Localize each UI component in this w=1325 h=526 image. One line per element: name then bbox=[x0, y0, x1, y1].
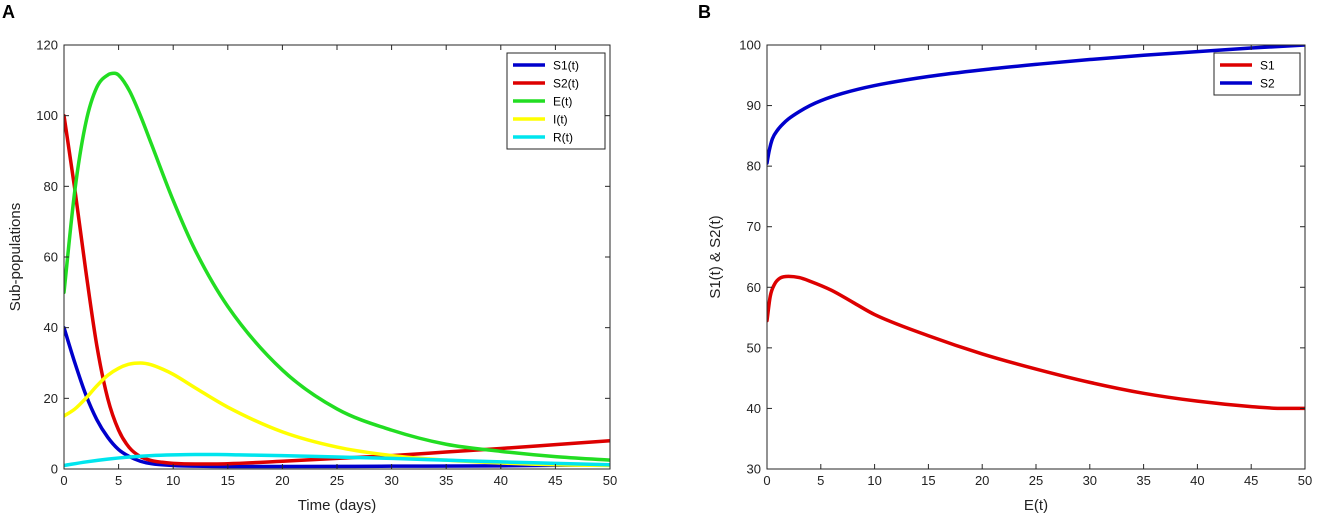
panel-a-legend: S1(t) S2(t) E(t) I(t) R(t) bbox=[506, 52, 606, 150]
panel-b-y-tick-label: 50 bbox=[747, 340, 761, 355]
panel-a-y-tick-label: 100 bbox=[36, 108, 58, 123]
panel-b-letter: B bbox=[698, 2, 711, 22]
panel-b-x-tick-label: 30 bbox=[1083, 473, 1097, 488]
panel-a-x-tick-label: 0 bbox=[60, 473, 67, 488]
panel-a-x-tick-label: 30 bbox=[384, 473, 398, 488]
panel-a-letter: A bbox=[2, 2, 15, 22]
panel-a-y-tick-label: 60 bbox=[44, 250, 58, 265]
panel-b-x-tick-label: 5 bbox=[817, 473, 824, 488]
panel-b-y-tick-label: 60 bbox=[747, 280, 761, 295]
panel-a-x-tick-label: 5 bbox=[115, 473, 122, 488]
panel-b-y-tick-label: 70 bbox=[747, 219, 761, 234]
panel-b-y-axis-label: S1(t) & S2(t) bbox=[707, 215, 724, 298]
panel-a-legend-label-it: I(t) bbox=[553, 113, 568, 127]
panel-b-legend-label-s1: S1 bbox=[1260, 59, 1275, 73]
panel-b-x-tick-label: 25 bbox=[1029, 473, 1043, 488]
panel-a-series-line-et bbox=[64, 71, 610, 462]
panel-a-y-tick-label: 40 bbox=[44, 320, 58, 335]
panel-a-series-line-rt bbox=[64, 452, 610, 468]
panel-b-series-line-s2 bbox=[767, 45, 1305, 165]
panel-a-y-tick-label: 20 bbox=[44, 391, 58, 406]
panel-a-x-tick-label: 45 bbox=[548, 473, 562, 488]
panel-a-y-tick-label: 80 bbox=[44, 179, 58, 194]
panel-b-x-axis-label: E(t) bbox=[1024, 497, 1048, 514]
panel-a-x-tick-label: 10 bbox=[166, 473, 180, 488]
panel-a-x-tick-label: 20 bbox=[275, 473, 289, 488]
panel-a-legend-label-s1t: S1(t) bbox=[553, 59, 579, 73]
panel-b-legend-box bbox=[1213, 52, 1301, 96]
panel-b-y-tick-label: 90 bbox=[747, 98, 761, 113]
panel-b-legend-label-s2: S2 bbox=[1260, 77, 1275, 91]
panel-b-x-tick-label: 50 bbox=[1298, 473, 1312, 488]
panel-b-x-tick-label: 0 bbox=[763, 473, 770, 488]
panel-b-x-tick-label: 10 bbox=[867, 473, 881, 488]
panel-b-x-tick-label: 15 bbox=[921, 473, 935, 488]
panel-b-x-tick-label: 45 bbox=[1244, 473, 1258, 488]
panel-a-x-axis-label: Time (days) bbox=[298, 497, 377, 514]
panel-a-series-line-s2t bbox=[64, 113, 610, 466]
panel-a-x-tick-label: 25 bbox=[330, 473, 344, 488]
panel-b-chart: 0 5 10 15 20 25 30 35 40 45 50 30 40 50 60 70 80 90 100 E(t… bbox=[707, 38, 1312, 515]
panel-a-x-tick-label: 35 bbox=[439, 473, 453, 488]
panel-b-series-group bbox=[767, 45, 1305, 411]
panel-b-y-tick-label: 40 bbox=[747, 401, 761, 416]
panel-a-chart: 0 5 10 15 20 25 30 35 40 45 50 0 20 40 60 80 100 120 Time … bbox=[7, 38, 617, 515]
panel-a-y-axis-label: Sub-populations bbox=[7, 203, 24, 311]
panel-b-x-tick-label: 40 bbox=[1190, 473, 1204, 488]
panel-a-x-tick-label: 40 bbox=[494, 473, 508, 488]
panel-b-plot-area bbox=[767, 45, 1305, 469]
panel-b-x-tick-label: 20 bbox=[975, 473, 989, 488]
panel-b-y-tick-label: 80 bbox=[747, 159, 761, 174]
panel-a-legend-label-rt: R(t) bbox=[553, 131, 573, 145]
panel-a-x-tick-label: 50 bbox=[603, 473, 617, 488]
panel-b-x-tick-label: 35 bbox=[1136, 473, 1150, 488]
panel-a-x-tick-label: 15 bbox=[221, 473, 235, 488]
panel-a-y-tick-label: 0 bbox=[51, 462, 58, 477]
panel-b-y-tick-label: 100 bbox=[739, 38, 761, 53]
panel-b-series-line-s1 bbox=[767, 274, 1305, 411]
panel-a-legend-label-s2t: S2(t) bbox=[553, 77, 579, 91]
panel-a-y-tick-label: 120 bbox=[36, 38, 58, 53]
panel-a-legend-label-et: E(t) bbox=[553, 95, 572, 109]
panel-b-y-tick-label: 30 bbox=[747, 462, 761, 477]
